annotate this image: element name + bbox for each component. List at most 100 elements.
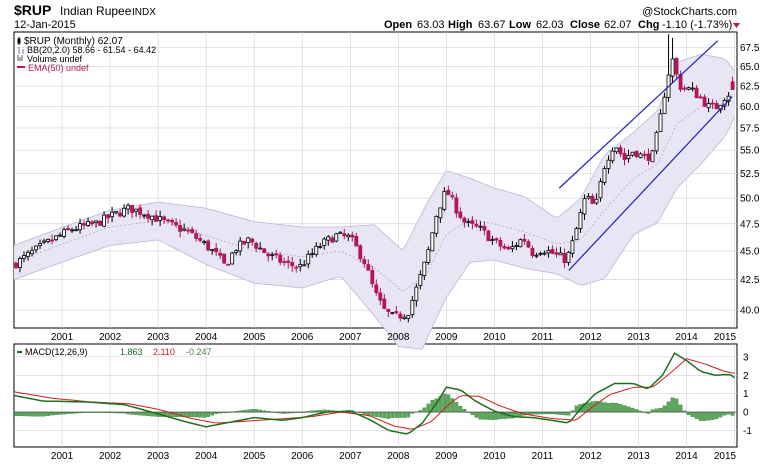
high-value: 63.67 (478, 19, 506, 31)
macd-histogram-bar (634, 409, 639, 413)
candle-body (82, 223, 86, 226)
macd-x-tick-label: 2015 (714, 451, 737, 462)
bollinger-middle-line (13, 93, 735, 292)
macd-histogram-bar (246, 409, 251, 413)
macd-legend-label: MACD(12,26,9) (25, 347, 88, 357)
candle-body (138, 207, 143, 215)
price-y-tick-label: 52.5 (740, 169, 760, 180)
macd-x-tick-label: 2010 (483, 451, 506, 462)
candle-body (494, 238, 499, 241)
candle-body (186, 229, 191, 232)
candle-body (630, 151, 635, 156)
macd-y-tick-label: 1 (743, 389, 749, 400)
legend-price: $RUP (Monthly) 62.07 (24, 36, 123, 47)
candle-body (550, 249, 555, 254)
price-x-tick-label: 2013 (627, 332, 650, 343)
macd-histogram-bar (562, 411, 567, 416)
candle-body (578, 212, 583, 229)
candle-body (398, 313, 403, 319)
candle-body (218, 252, 223, 256)
candle-body (18, 258, 22, 269)
price-x-tick-label: 2009 (435, 332, 458, 343)
candle-body (46, 238, 50, 242)
macd-histogram-bar (454, 402, 459, 413)
candle-body (198, 238, 203, 241)
candle-body (214, 247, 219, 253)
candle-body (38, 243, 42, 246)
watermark: @StockCharts.com (642, 6, 737, 18)
candle-body (658, 113, 663, 133)
macd-histogram-bar (210, 411, 214, 416)
macd-histogram-bar (378, 411, 383, 418)
macd-x-tick-label: 2001 (51, 451, 74, 462)
candle-body (546, 250, 551, 254)
macd-histogram-bar (54, 411, 58, 415)
macd-histogram-bar (42, 411, 46, 417)
price-x-tick-label: 2007 (339, 332, 362, 343)
candle-body (442, 191, 447, 210)
candle-body (558, 252, 563, 256)
macd-histogram-bar (422, 407, 427, 413)
candle-body (530, 247, 535, 257)
candle-body (694, 87, 699, 99)
candle-body (270, 254, 275, 257)
candle-body (286, 260, 291, 263)
macd-histogram-bar (614, 402, 619, 413)
candle-body (590, 195, 595, 204)
candle-body (554, 252, 559, 255)
macd-histogram-bar (458, 405, 463, 413)
candle-body (374, 284, 379, 294)
candle-body (390, 312, 395, 315)
macd-histogram-bar (390, 411, 395, 418)
candle-body (446, 189, 451, 196)
candle-body (114, 211, 119, 214)
channel-upper-line (558, 40, 719, 189)
macd-histogram-bar (726, 411, 731, 415)
macd-histogram-bar (250, 409, 255, 413)
macd-signal-line (13, 358, 735, 430)
macd-histogram-bar (654, 408, 659, 413)
candle-body (542, 252, 547, 255)
candle-body (366, 264, 371, 271)
candle-body (574, 228, 579, 240)
macd-histogram-bar (478, 411, 483, 420)
macd-grid (14, 344, 737, 447)
ohlc-readout: Open 63.03 High 63.67 Low 62.03 Close 62… (384, 19, 740, 31)
macd-x-tick-label: 2012 (579, 451, 602, 462)
macd-x-tick-label: 2005 (243, 451, 266, 462)
candle-body (610, 150, 615, 162)
macd-histogram-bar (58, 411, 62, 415)
macd-histogram-bar (474, 411, 479, 418)
candle-body (230, 252, 235, 265)
candle-body (614, 147, 619, 153)
price-x-tick-label: 2010 (483, 332, 506, 343)
bb-legend-icon (18, 47, 24, 54)
close-value: 62.07 (604, 19, 632, 31)
candle-body (146, 213, 151, 219)
candle-body (570, 240, 575, 254)
candle-body (210, 249, 215, 251)
candle-body (174, 222, 179, 226)
candle-body (634, 150, 639, 158)
candle-body (354, 235, 359, 247)
candle-body (266, 253, 271, 257)
candle-body (90, 221, 94, 225)
price-x-axis: 2001 2002 2003 2004 2005 2006 2007 2008 2009 2010… (51, 332, 737, 343)
macd-histogram-bar (690, 411, 695, 417)
candle-body (698, 96, 703, 99)
macd-histogram-bar (666, 401, 671, 413)
candle-body (162, 216, 167, 221)
candle-body (526, 241, 531, 248)
price-candles (14, 34, 735, 323)
macd-histogram-bar (714, 411, 719, 420)
macd-histogram-bar (366, 411, 371, 416)
price-x-tick-label: 2011 (532, 332, 554, 343)
macd-histogram-bar (22, 411, 26, 417)
macd-histogram-bar (446, 394, 451, 413)
candle-body (430, 232, 435, 252)
macd-histogram-bar (30, 411, 34, 417)
candle-body (478, 225, 483, 228)
low-value: 62.03 (536, 19, 564, 31)
macd-histogram-bar (494, 411, 499, 420)
